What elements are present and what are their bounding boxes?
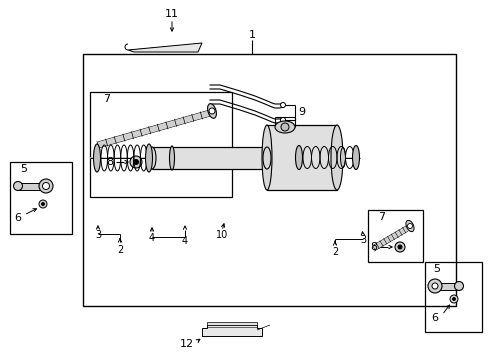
Bar bbox=[83, 54, 455, 306]
Circle shape bbox=[397, 245, 401, 249]
Circle shape bbox=[394, 242, 404, 252]
Bar bbox=[266, 125, 336, 190]
Ellipse shape bbox=[207, 104, 216, 118]
Text: 4: 4 bbox=[149, 233, 155, 243]
Ellipse shape bbox=[330, 125, 342, 190]
Text: 7: 7 bbox=[378, 212, 385, 222]
Ellipse shape bbox=[274, 121, 294, 133]
Polygon shape bbox=[202, 325, 262, 336]
Circle shape bbox=[14, 181, 22, 190]
Circle shape bbox=[280, 117, 285, 122]
Text: 8: 8 bbox=[106, 157, 113, 167]
Text: 5: 5 bbox=[433, 264, 440, 274]
Circle shape bbox=[281, 123, 288, 131]
Text: 11: 11 bbox=[164, 9, 179, 19]
Text: 3: 3 bbox=[95, 230, 101, 240]
Text: 5: 5 bbox=[20, 164, 27, 174]
Text: 7: 7 bbox=[103, 94, 110, 104]
Ellipse shape bbox=[148, 147, 156, 169]
Polygon shape bbox=[98, 110, 209, 148]
Text: 6: 6 bbox=[430, 313, 438, 323]
Ellipse shape bbox=[262, 125, 271, 190]
Ellipse shape bbox=[340, 148, 345, 167]
Bar bbox=[206, 322, 257, 325]
Circle shape bbox=[39, 179, 53, 193]
Polygon shape bbox=[128, 43, 202, 52]
Circle shape bbox=[449, 295, 457, 303]
Text: 2: 2 bbox=[117, 245, 123, 255]
Circle shape bbox=[407, 224, 412, 229]
Bar bbox=[10, 162, 72, 234]
Bar bbox=[434, 283, 458, 290]
Ellipse shape bbox=[169, 146, 174, 170]
Text: 6: 6 bbox=[15, 213, 21, 223]
Circle shape bbox=[451, 297, 454, 301]
Bar bbox=[18, 183, 44, 190]
Ellipse shape bbox=[295, 145, 302, 170]
Text: 8: 8 bbox=[370, 242, 377, 252]
Text: 12: 12 bbox=[180, 339, 194, 349]
Text: 9: 9 bbox=[298, 107, 305, 117]
Circle shape bbox=[431, 283, 437, 289]
Circle shape bbox=[41, 202, 44, 206]
Text: 3: 3 bbox=[359, 235, 366, 245]
Circle shape bbox=[42, 183, 49, 189]
Ellipse shape bbox=[93, 144, 101, 172]
Text: 2: 2 bbox=[331, 247, 337, 257]
Circle shape bbox=[453, 282, 463, 291]
Text: 4: 4 bbox=[182, 236, 188, 246]
Circle shape bbox=[280, 103, 285, 108]
Polygon shape bbox=[373, 225, 407, 251]
Bar bbox=[152, 147, 266, 169]
Ellipse shape bbox=[352, 145, 359, 170]
Ellipse shape bbox=[263, 147, 270, 169]
Circle shape bbox=[208, 108, 215, 114]
Ellipse shape bbox=[145, 144, 152, 172]
Circle shape bbox=[39, 200, 47, 208]
Circle shape bbox=[427, 279, 441, 293]
Circle shape bbox=[130, 156, 142, 168]
Bar bbox=[367, 210, 422, 262]
Bar bbox=[424, 262, 481, 332]
Bar bbox=[90, 92, 231, 197]
Ellipse shape bbox=[405, 220, 413, 231]
Text: 10: 10 bbox=[215, 230, 228, 240]
Circle shape bbox=[133, 159, 138, 165]
Text: 1: 1 bbox=[248, 30, 255, 40]
